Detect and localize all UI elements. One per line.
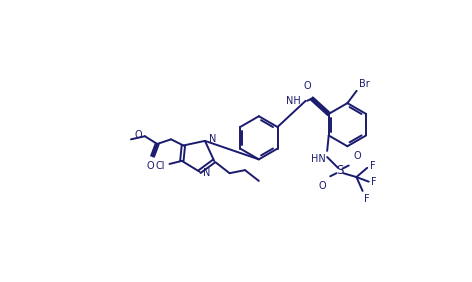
Text: O: O — [303, 81, 311, 91]
Text: F: F — [364, 194, 370, 204]
Text: F: F — [370, 161, 375, 171]
Text: O: O — [354, 151, 361, 161]
Text: HN: HN — [311, 154, 326, 164]
Text: O: O — [135, 130, 143, 140]
Text: O: O — [146, 161, 154, 171]
Text: S: S — [336, 164, 343, 177]
Text: O: O — [318, 181, 326, 191]
Text: N: N — [202, 168, 210, 178]
Text: N: N — [209, 134, 216, 144]
Text: F: F — [371, 177, 377, 187]
Text: Br: Br — [359, 78, 370, 89]
Text: NH: NH — [286, 96, 301, 106]
Text: Cl: Cl — [155, 160, 165, 171]
